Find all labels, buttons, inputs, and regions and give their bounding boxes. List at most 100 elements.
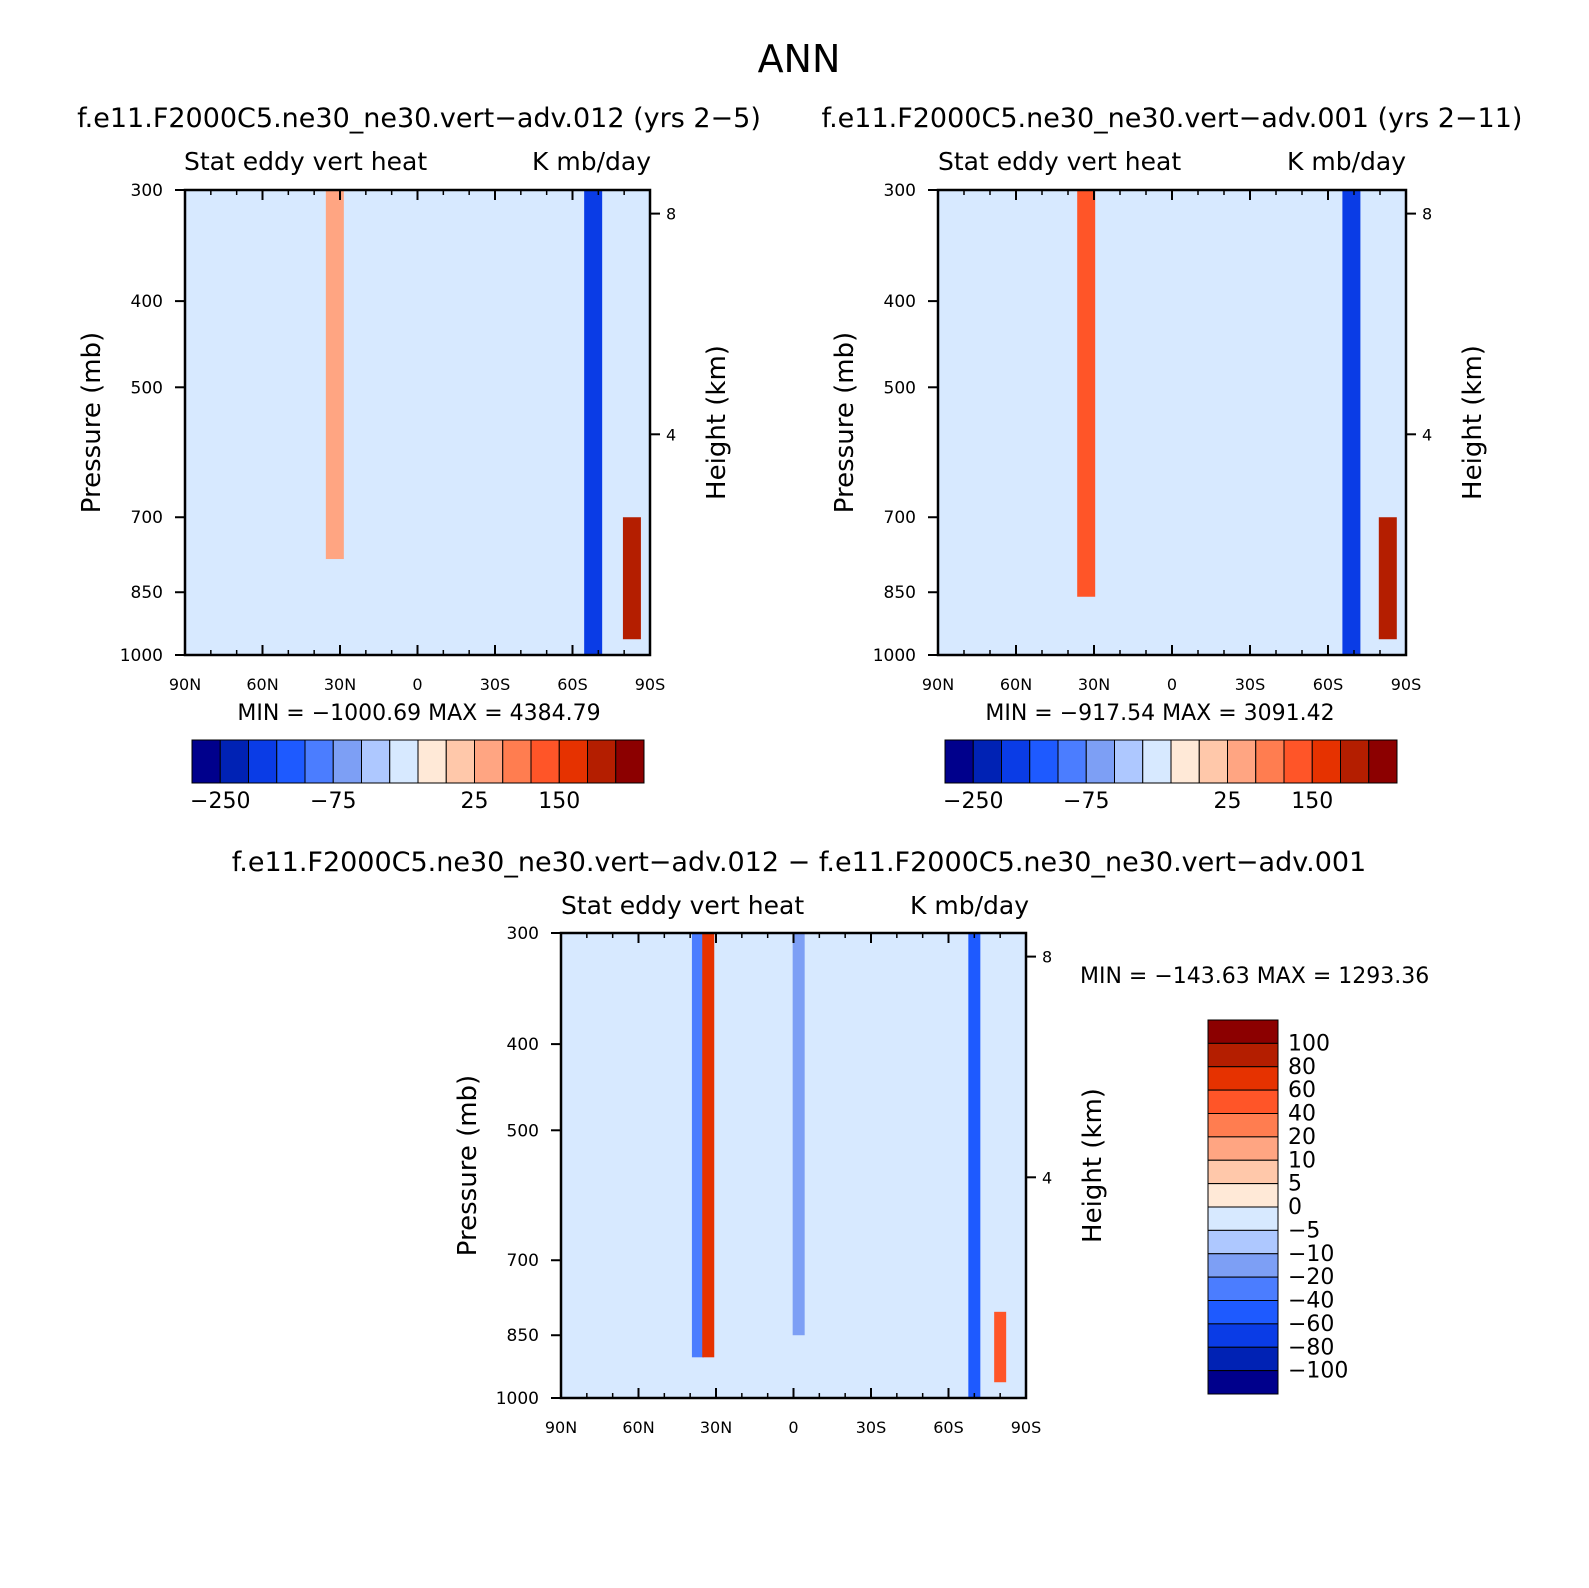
colorbar-swatch [1207,1323,1279,1348]
colorbar-label: 10 [1288,1148,1316,1173]
y2-axis-label: Height (km) [1078,1088,1108,1243]
colorbar-label: −250 [943,789,1003,814]
x-tick-label: 30S [856,1418,887,1437]
feature-band-1 [691,933,704,1358]
panel-2-min-max: MIN = −917.54 MAX = 3091.42 [985,701,1334,726]
y2-tick-label: 4 [1042,1168,1052,1187]
y2-tick-label: 4 [666,425,676,444]
colorbar-swatch [1057,739,1087,784]
colorbar-swatch [558,739,588,784]
colorbar-label: −75 [1063,789,1109,814]
y-tick-label: 700 [884,508,916,528]
x-tick-label: 30S [1235,675,1266,694]
panel-3: f.e11.F2000C5.ne30_ne30.vert−adv.012 − f… [232,847,1430,1437]
panel-3-min-max: MIN = −143.63 MAX = 1293.36 [1080,964,1429,989]
y-tick-label: 300 [884,181,916,201]
colorbar-swatch [1255,739,1285,784]
colorbar-label: 40 [1288,1102,1316,1127]
background-band [938,190,1406,655]
colorbar-swatch [1368,739,1398,784]
colorbar-swatch [417,739,447,784]
colorbar-swatch [1207,1136,1279,1161]
panel-2-left-string: Stat eddy vert heat [938,147,1181,176]
colorbar-swatch [1207,1183,1279,1208]
feature-band-1 [325,190,344,560]
x-tick-label: 0 [412,675,422,694]
panel-3-field [561,933,1026,1398]
panel-2-plot-area: 90N 60N 30N 0 30S 60S 90S 300 400 500 700 850 1000 8 4… [830,181,1488,694]
x-tick-label: 30N [324,675,356,694]
colorbar-swatch [1207,1042,1279,1068]
y-axis-label: Pressure (mb) [453,1075,483,1256]
x-tick-label: 90N [545,1418,577,1437]
colorbar-label: −75 [310,789,356,814]
colorbar-swatch [615,739,645,784]
colorbar-swatch [1207,1159,1279,1185]
colorbar-swatch [1207,1370,1279,1395]
colorbar-swatch [191,739,221,784]
panel-3-plot-area: 90N 60N 30N 0 30S 60S 90S 300 400 500 700 850 1000 8 4… [453,924,1108,1437]
colorbar-label: −250 [190,789,250,814]
colorbar-swatch [276,739,306,784]
feature-band-2 [702,933,715,1358]
colorbar-label: 150 [538,789,580,814]
colorbar-label: −80 [1288,1335,1334,1360]
colorbar-label: −5 [1288,1218,1320,1243]
y-tick-label: 300 [131,181,163,201]
x-tick-label: 90S [635,675,666,694]
colorbar-label: −60 [1288,1312,1334,1337]
colorbar-label: 150 [1291,789,1333,814]
y-axis-label: Pressure (mb) [77,332,107,513]
panel-1-min-max: MIN = −1000.69 MAX = 4384.79 [237,701,600,726]
colorbar-swatch [1207,1089,1279,1114]
colorbar-label: 25 [1214,789,1242,814]
colorbar-label: −100 [1288,1359,1348,1384]
colorbar-swatch [1207,1229,1279,1255]
colorbar-label: 60 [1288,1078,1316,1103]
colorbar-label: 25 [461,789,489,814]
colorbar-swatch [474,739,504,784]
y-tick-label: 1000 [496,1389,539,1409]
y-tick-label: 850 [507,1326,539,1346]
panel-2-right-string: K mb/day [1287,147,1406,176]
panel-1-right-string: K mb/day [532,147,651,176]
colorbar-swatch [1198,739,1228,784]
feature-band-2 [1342,190,1361,655]
panel-3-title: f.e11.F2000C5.ne30_ne30.vert−adv.012 − f… [232,847,1367,878]
y-tick-label: 700 [507,1251,539,1271]
colorbar-swatch [1311,739,1341,784]
colorbar-swatch [1340,739,1370,784]
colorbar-label: −40 [1288,1289,1334,1314]
y-axis-label: Pressure (mb) [830,332,860,513]
colorbar-swatch [1029,739,1059,784]
x-tick-label: 30N [700,1418,732,1437]
panel-3-left-string: Stat eddy vert heat [561,891,804,920]
y2-axis-label: Height (km) [702,345,732,500]
colorbar-swatch [1114,739,1144,784]
y2-tick-label: 8 [1042,948,1052,967]
colorbar-swatch [502,739,532,784]
colorbar-swatch [1207,1346,1279,1372]
panel-1-colorbar: −250 −75 25 150 [190,739,645,814]
y-tick-label: 300 [507,924,539,944]
feature-band-3 [792,933,805,1336]
panel-1-title: f.e11.F2000C5.ne30_ne30.vert−adv.012 (yr… [77,103,761,134]
colorbar-swatch [944,739,974,784]
colorbar-swatch [1207,1066,1279,1091]
x-tick-label: 30S [480,675,511,694]
x-tick-label: 60S [557,675,588,694]
colorbar-swatch [389,739,419,784]
colorbar-swatch [332,739,362,784]
y-tick-label: 1000 [873,646,916,666]
feature-band-3 [622,517,641,640]
y-tick-label: 500 [507,1121,539,1141]
y-tick-label: 1000 [120,646,163,666]
y2-tick-label: 8 [1422,205,1432,224]
x-tick-label: 60S [933,1418,964,1437]
feature-band-1 [1077,190,1096,597]
y-tick-label: 500 [884,378,916,398]
colorbar-swatch [1207,1206,1279,1231]
x-tick-label: 90N [169,675,201,694]
x-tick-label: 90S [1391,675,1422,694]
